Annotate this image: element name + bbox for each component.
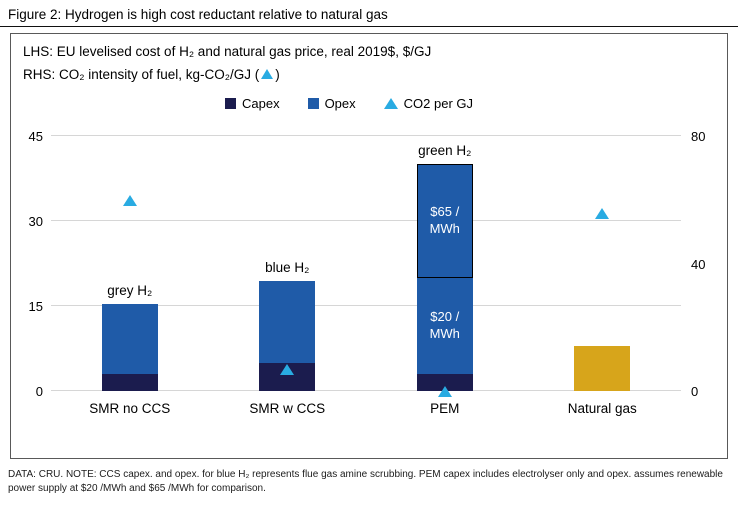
bar-segment-opex: $20 / MWh [416, 277, 473, 374]
chart-panel: LHS: EU levelised cost of H₂ and natural… [10, 33, 728, 459]
category-label: SMR no CCS [89, 401, 171, 416]
legend-label: Capex [241, 96, 280, 111]
bar-segment-opex [259, 280, 316, 363]
gridline [51, 390, 681, 391]
bar-segment-label: $65 / MWh [429, 204, 460, 236]
category-label: SMR w CCS [249, 401, 326, 416]
left-axis-tick-label: 15 [28, 299, 43, 314]
bar-top-label: blue H₂ [265, 259, 310, 275]
bar-segment-label: $20 / MWh [429, 308, 460, 341]
gridline [51, 220, 681, 221]
left-axis-tick-label: 0 [35, 384, 43, 399]
gridline [51, 305, 681, 306]
subtitle-rhs-close: ) [275, 67, 280, 82]
legend-square-icon [224, 98, 236, 109]
bar-segment-capex [416, 374, 473, 391]
legend-item: Capex [224, 96, 280, 111]
legend-label: CO2 per GJ [403, 96, 473, 111]
plot-area: 0 15 30 45 0 40 80 grey H₂ SMR no CCS blue H₂ SMR … [29, 129, 706, 416]
legend: Capex Opex CO2 per GJ [11, 96, 687, 111]
co2-marker [122, 194, 137, 206]
right-axis-tick-label: 80 [691, 129, 706, 144]
category-label: PEM [430, 401, 460, 416]
right-axis-tick-label: 0 [691, 384, 699, 399]
left-axis-tick-label: 45 [28, 129, 43, 144]
right-axis-tick-label: 40 [691, 256, 706, 272]
figure-title: Figure 2: Hydrogen is high cost reductan… [0, 0, 738, 27]
bar-top-label: green H₂ [418, 143, 472, 159]
subtitle-lhs: LHS: EU levelised cost of H₂ and natural… [23, 44, 432, 59]
bar-segment-capex [101, 374, 158, 391]
legend-label: Opex [324, 96, 356, 111]
legend-item: Opex [307, 96, 356, 111]
co2-marker [595, 207, 610, 219]
co2-triangle-icon [261, 69, 274, 79]
source-note: DATA: CRU. NOTE: CCS capex. and opex. fo… [8, 469, 723, 494]
co2-marker [437, 386, 452, 397]
gridline [51, 135, 681, 136]
bar-segment-opex: $65 / MWh [416, 164, 473, 278]
left-axis-tick-label: 30 [28, 214, 43, 229]
bar-segment-opex [101, 304, 158, 374]
subtitle-rhs-text: RHS: CO₂ intensity of fuel, kg-CO₂/GJ ( [23, 67, 260, 82]
legend-square-icon [307, 98, 319, 109]
legend-item: CO2 per GJ [383, 96, 473, 111]
subtitle-rhs: RHS: CO₂ intensity of fuel, kg-CO₂/GJ () [23, 67, 280, 82]
category-label: Natural gas [567, 401, 637, 416]
legend-triangle-icon [383, 98, 398, 109]
co2-marker [280, 363, 295, 375]
bar-top-label: grey H₂ [107, 283, 153, 299]
bar-segment-natural-gas-price [574, 345, 631, 391]
